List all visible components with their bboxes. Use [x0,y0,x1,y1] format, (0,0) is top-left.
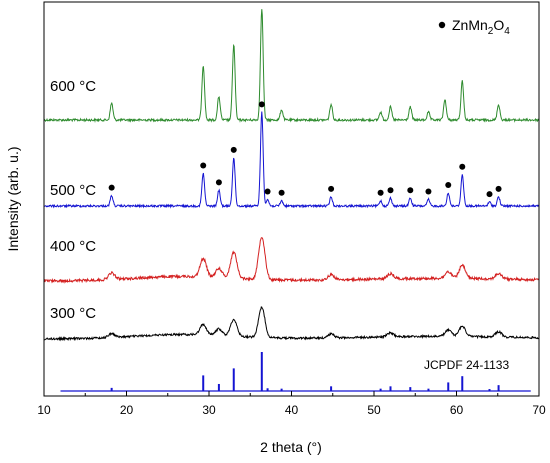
legend-label: ZnMn2O4 [452,17,510,37]
series-line-400 [43,237,540,284]
legend-label-base: ZnMn [452,17,488,33]
x-tick-label-60: 60 [450,403,464,417]
peak-marker-7 [328,185,335,192]
x-tick-label-50: 50 [367,403,381,417]
reference-group [60,352,531,392]
series-line-500 [43,111,540,209]
legend-sub-1: 2 [488,26,494,37]
y-axis-title: Intensity (arb. u.) [5,146,21,251]
peak-marker-2 [215,179,222,186]
x-axis-title: 2 theta (°) [260,439,322,455]
peak-marker-13 [459,163,466,170]
peak-marker-8 [377,189,384,196]
peak-marker-6 [278,189,285,196]
series-line-300 [43,306,540,342]
peak-marker-1 [200,162,207,169]
peak-marker-10 [407,187,414,194]
peak-marker-11 [425,188,432,195]
curves-group [43,9,540,342]
peak-marker-0 [108,184,115,191]
peak-marker-3 [230,146,237,153]
x-tick-label-30: 30 [202,403,216,417]
x-tick-label-70: 70 [532,403,546,417]
peak-marker-12 [445,182,452,188]
curve-label-500: 500 °C [50,182,96,199]
legend-marker [438,21,446,29]
peak-marker-15 [495,185,502,192]
x-tick-label-40: 40 [285,403,299,417]
legend-sub-2: 4 [504,26,510,37]
legend-label-mid: O [493,17,504,33]
peak-marker-14 [486,191,493,198]
reference-label: JCPDF 24-1133 [424,358,509,372]
x-tick-label-10: 10 [37,403,51,417]
curve-label-400: 400 °C [50,238,96,255]
peak-marker-4 [258,101,265,108]
markers-group [108,101,502,198]
peak-marker-5 [264,188,271,195]
peak-marker-9 [387,187,394,194]
curve-label-600: 600 °C [50,78,96,95]
x-ticks-group: 10 20 30 40 50 60 70 [37,391,546,417]
x-tick-label-20: 20 [120,403,134,417]
curve-label-300: 300 °C [50,305,96,322]
series-line-600 [43,9,540,123]
